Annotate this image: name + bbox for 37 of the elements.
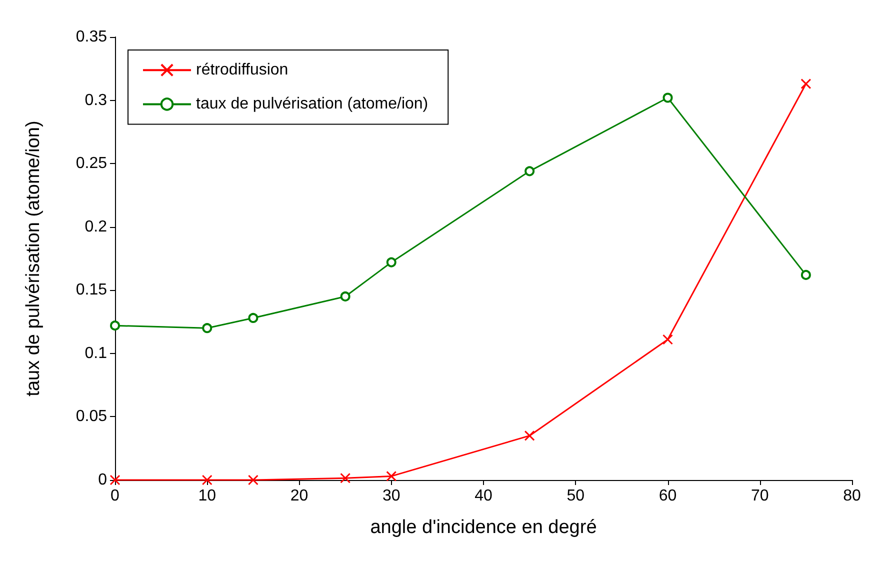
x-tick-label: 50 <box>566 488 585 504</box>
x-tick-label: 30 <box>382 488 400 504</box>
y-tick-label: 0.3 <box>84 92 108 109</box>
point <box>340 291 350 302</box>
x-tick-label: 40 <box>474 488 492 504</box>
y-tick-label: 0.25 <box>76 155 108 172</box>
point <box>524 166 535 176</box>
point <box>800 270 811 280</box>
y-tick-label: 0 <box>98 472 108 488</box>
point <box>248 312 258 323</box>
point <box>524 430 535 441</box>
point <box>386 470 397 482</box>
point <box>202 323 212 334</box>
legend-label: rétrodiffusion <box>196 62 288 79</box>
point <box>110 474 120 486</box>
x-tick-label: 60 <box>658 488 677 504</box>
point <box>110 320 120 331</box>
y-axis-title: taux de pulvérisation (atome/ion) <box>23 120 44 396</box>
point <box>248 474 258 486</box>
y-tick-label: 0.2 <box>84 218 108 236</box>
y-tick-label: 0.05 <box>76 408 108 426</box>
y-tick-label: 0.35 <box>76 28 108 46</box>
point <box>386 257 396 268</box>
x-tick-label: 10 <box>198 488 216 504</box>
point <box>800 78 812 90</box>
y-tick-label: 0.1 <box>84 344 108 362</box>
x-tick-label: 0 <box>110 488 120 504</box>
legend-label: taux de pulvérisation (atome/ion) <box>196 96 428 113</box>
point <box>662 92 673 103</box>
point <box>662 334 673 345</box>
x-tick-label: 80 <box>843 488 861 504</box>
point <box>202 474 212 486</box>
x-tick-label: 70 <box>750 488 769 504</box>
x-axis-title: angle d'incidence en degré <box>370 517 597 538</box>
x-tick-label: 20 <box>290 488 308 504</box>
y-tick-label: 0.15 <box>76 282 108 299</box>
point <box>340 472 351 484</box>
